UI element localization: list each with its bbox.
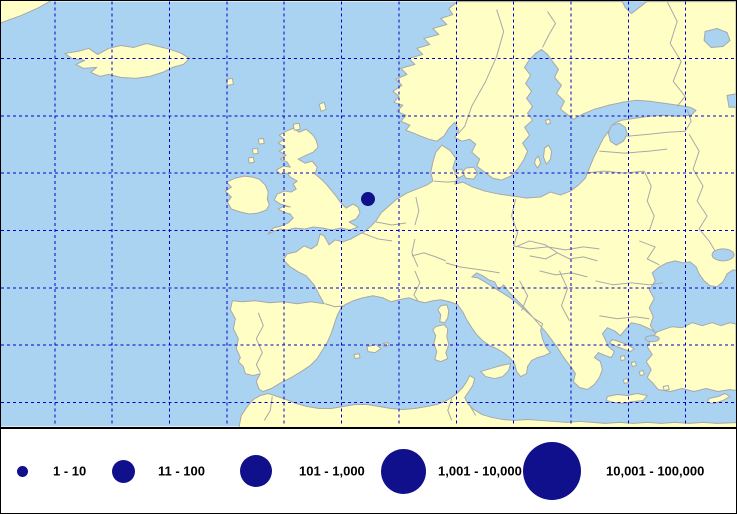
graticule bbox=[1, 1, 736, 427]
lake-onega bbox=[726, 93, 736, 108]
island-iceland bbox=[64, 42, 190, 79]
landmass-north-africa bbox=[238, 375, 736, 427]
island-ireland bbox=[224, 175, 270, 215]
legend-circle-5 bbox=[523, 442, 581, 500]
sea-of-azov bbox=[711, 248, 735, 262]
legend-circle-1 bbox=[16, 465, 28, 477]
lake-ladoga bbox=[703, 28, 731, 48]
legend-circle-4 bbox=[380, 448, 426, 494]
legend-circle-2 bbox=[111, 459, 135, 483]
map-viewport bbox=[1, 1, 736, 427]
landmass-greenland-tip bbox=[1, 1, 52, 24]
europe-map[interactable] bbox=[1, 1, 736, 427]
inland-seas bbox=[607, 1, 736, 343]
small-islands bbox=[225, 77, 731, 404]
legend-circle-3 bbox=[240, 455, 272, 487]
gulf-of-riga bbox=[607, 122, 628, 146]
outbreak-point-marker[interactable] bbox=[361, 192, 375, 207]
sea-of-marmara bbox=[644, 335, 660, 343]
landmass-continent bbox=[229, 1, 736, 393]
black-sea bbox=[648, 260, 736, 334]
legend-label-2: 11 - 100 bbox=[158, 463, 205, 479]
legend-label-3: 101 - 1,000 bbox=[299, 463, 365, 479]
legend-label-5: 10,001 - 100,000 bbox=[606, 463, 705, 479]
legend-label-1: 1 - 10 bbox=[53, 463, 87, 479]
legend-label-4: 1,001 - 10,000 bbox=[438, 463, 522, 479]
legend-panel: 1 - 10 11 - 100 101 - 1,000 1,001 - 10,0… bbox=[1, 427, 736, 513]
